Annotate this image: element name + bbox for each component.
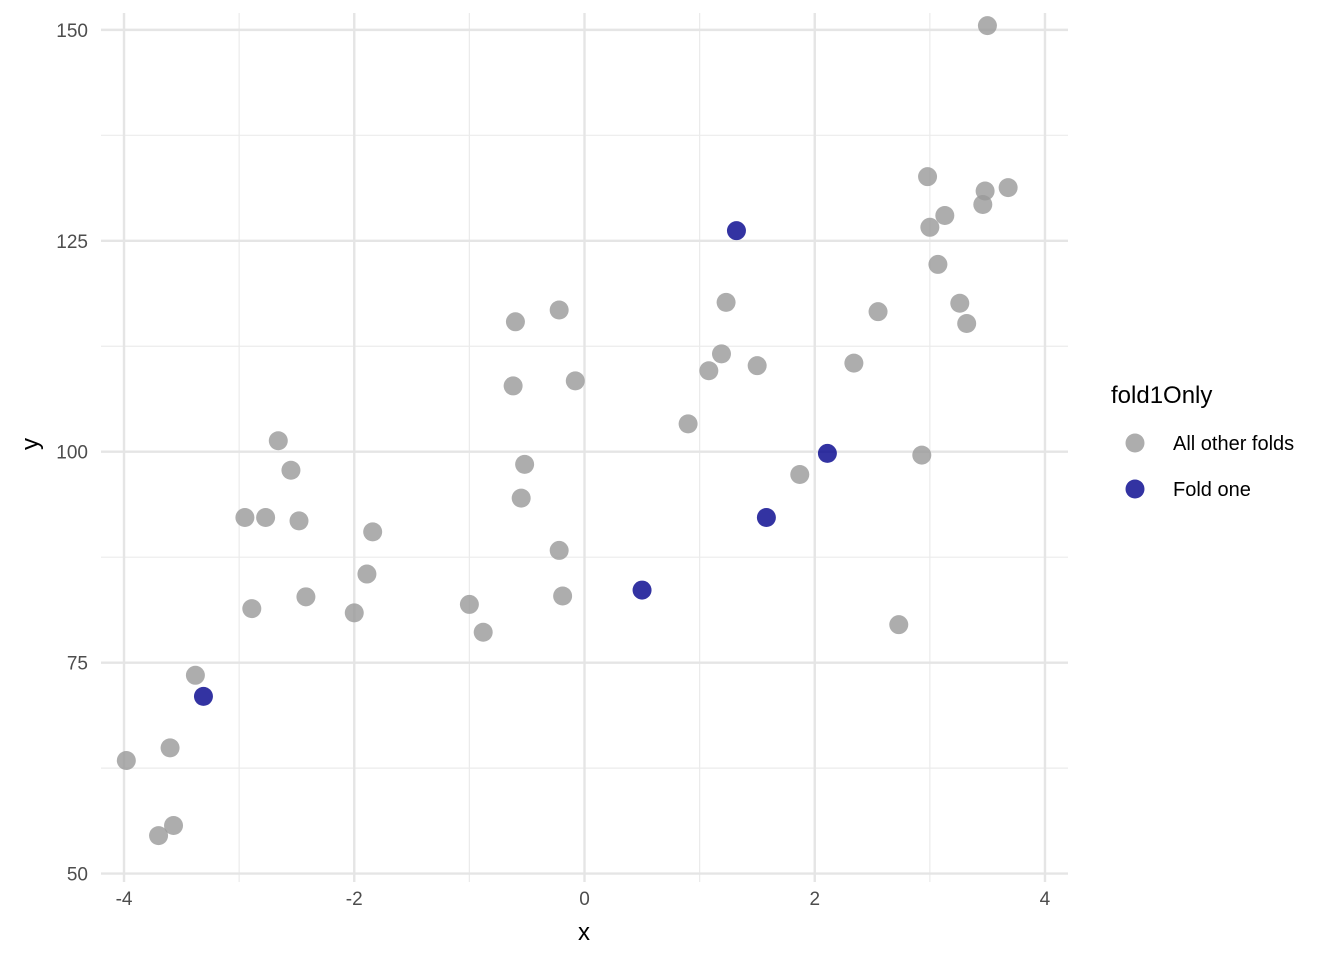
legend-entry-label: All other folds	[1173, 433, 1294, 455]
data-point	[193, 686, 213, 706]
data-point	[256, 508, 276, 528]
y-axis-tick-labels: 50 75 100 125 150	[56, 21, 88, 886]
data-point	[549, 300, 569, 320]
data-point	[920, 217, 940, 237]
data-point	[363, 522, 383, 542]
legend: fold1Only All other folds Fold one	[1111, 382, 1294, 501]
legend-entry-label: Fold one	[1173, 479, 1251, 501]
data-point	[515, 454, 535, 474]
data-point	[473, 622, 493, 642]
data-point	[935, 205, 955, 225]
data-point	[281, 460, 301, 480]
data-point	[747, 356, 767, 376]
legend-key-point	[1125, 433, 1145, 453]
data-point	[711, 344, 731, 364]
data-point	[242, 599, 262, 619]
data-point	[632, 580, 652, 600]
x-tick-label: 0	[579, 889, 590, 910]
y-tick-label: 125	[56, 232, 88, 253]
data-point	[185, 665, 205, 685]
data-point	[928, 254, 948, 274]
data-point	[957, 313, 977, 333]
data-point	[868, 302, 888, 322]
data-point	[756, 508, 776, 528]
data-point	[726, 221, 746, 241]
y-tick-label: 150	[56, 21, 88, 42]
y-axis-title: y	[17, 438, 44, 450]
major-gridlines	[101, 13, 1068, 882]
data-point	[160, 738, 180, 758]
y-tick-label: 100	[56, 443, 88, 464]
x-tick-label: -4	[116, 889, 133, 910]
data-point	[678, 414, 698, 434]
data-point	[344, 603, 364, 623]
x-axis-title: x	[578, 919, 590, 946]
data-point	[296, 587, 316, 607]
data-point	[289, 511, 309, 531]
data-point	[268, 431, 288, 451]
data-point	[549, 540, 569, 560]
data-point	[817, 443, 837, 463]
data-point	[149, 826, 169, 846]
data-point	[553, 586, 573, 606]
x-axis-tick-labels: -4 -2 0 2 4	[116, 889, 1051, 910]
data-point	[459, 594, 479, 614]
data-point	[505, 312, 525, 332]
data-point	[116, 751, 136, 771]
data-point	[912, 445, 932, 465]
x-tick-label: -2	[346, 889, 363, 910]
data-point	[844, 353, 864, 373]
x-tick-label: 2	[809, 889, 820, 910]
data-point	[357, 564, 377, 584]
data-point	[503, 376, 523, 396]
y-tick-label: 75	[67, 654, 88, 675]
data-point	[235, 508, 255, 528]
data-point	[699, 361, 719, 381]
data-point	[511, 488, 531, 508]
x-tick-label: 4	[1040, 889, 1051, 910]
legend-key-point	[1125, 479, 1145, 499]
data-point	[889, 615, 909, 635]
legend-title: fold1Only	[1111, 382, 1212, 409]
data-point	[998, 178, 1018, 198]
data-point	[790, 464, 810, 484]
data-point	[565, 371, 585, 391]
data-point	[164, 815, 184, 835]
y-tick-label: 50	[67, 865, 88, 886]
data-points	[116, 16, 1018, 846]
data-point	[950, 293, 970, 313]
data-point	[975, 181, 995, 201]
data-point	[977, 16, 997, 36]
data-point	[716, 292, 736, 312]
data-point	[918, 167, 938, 187]
